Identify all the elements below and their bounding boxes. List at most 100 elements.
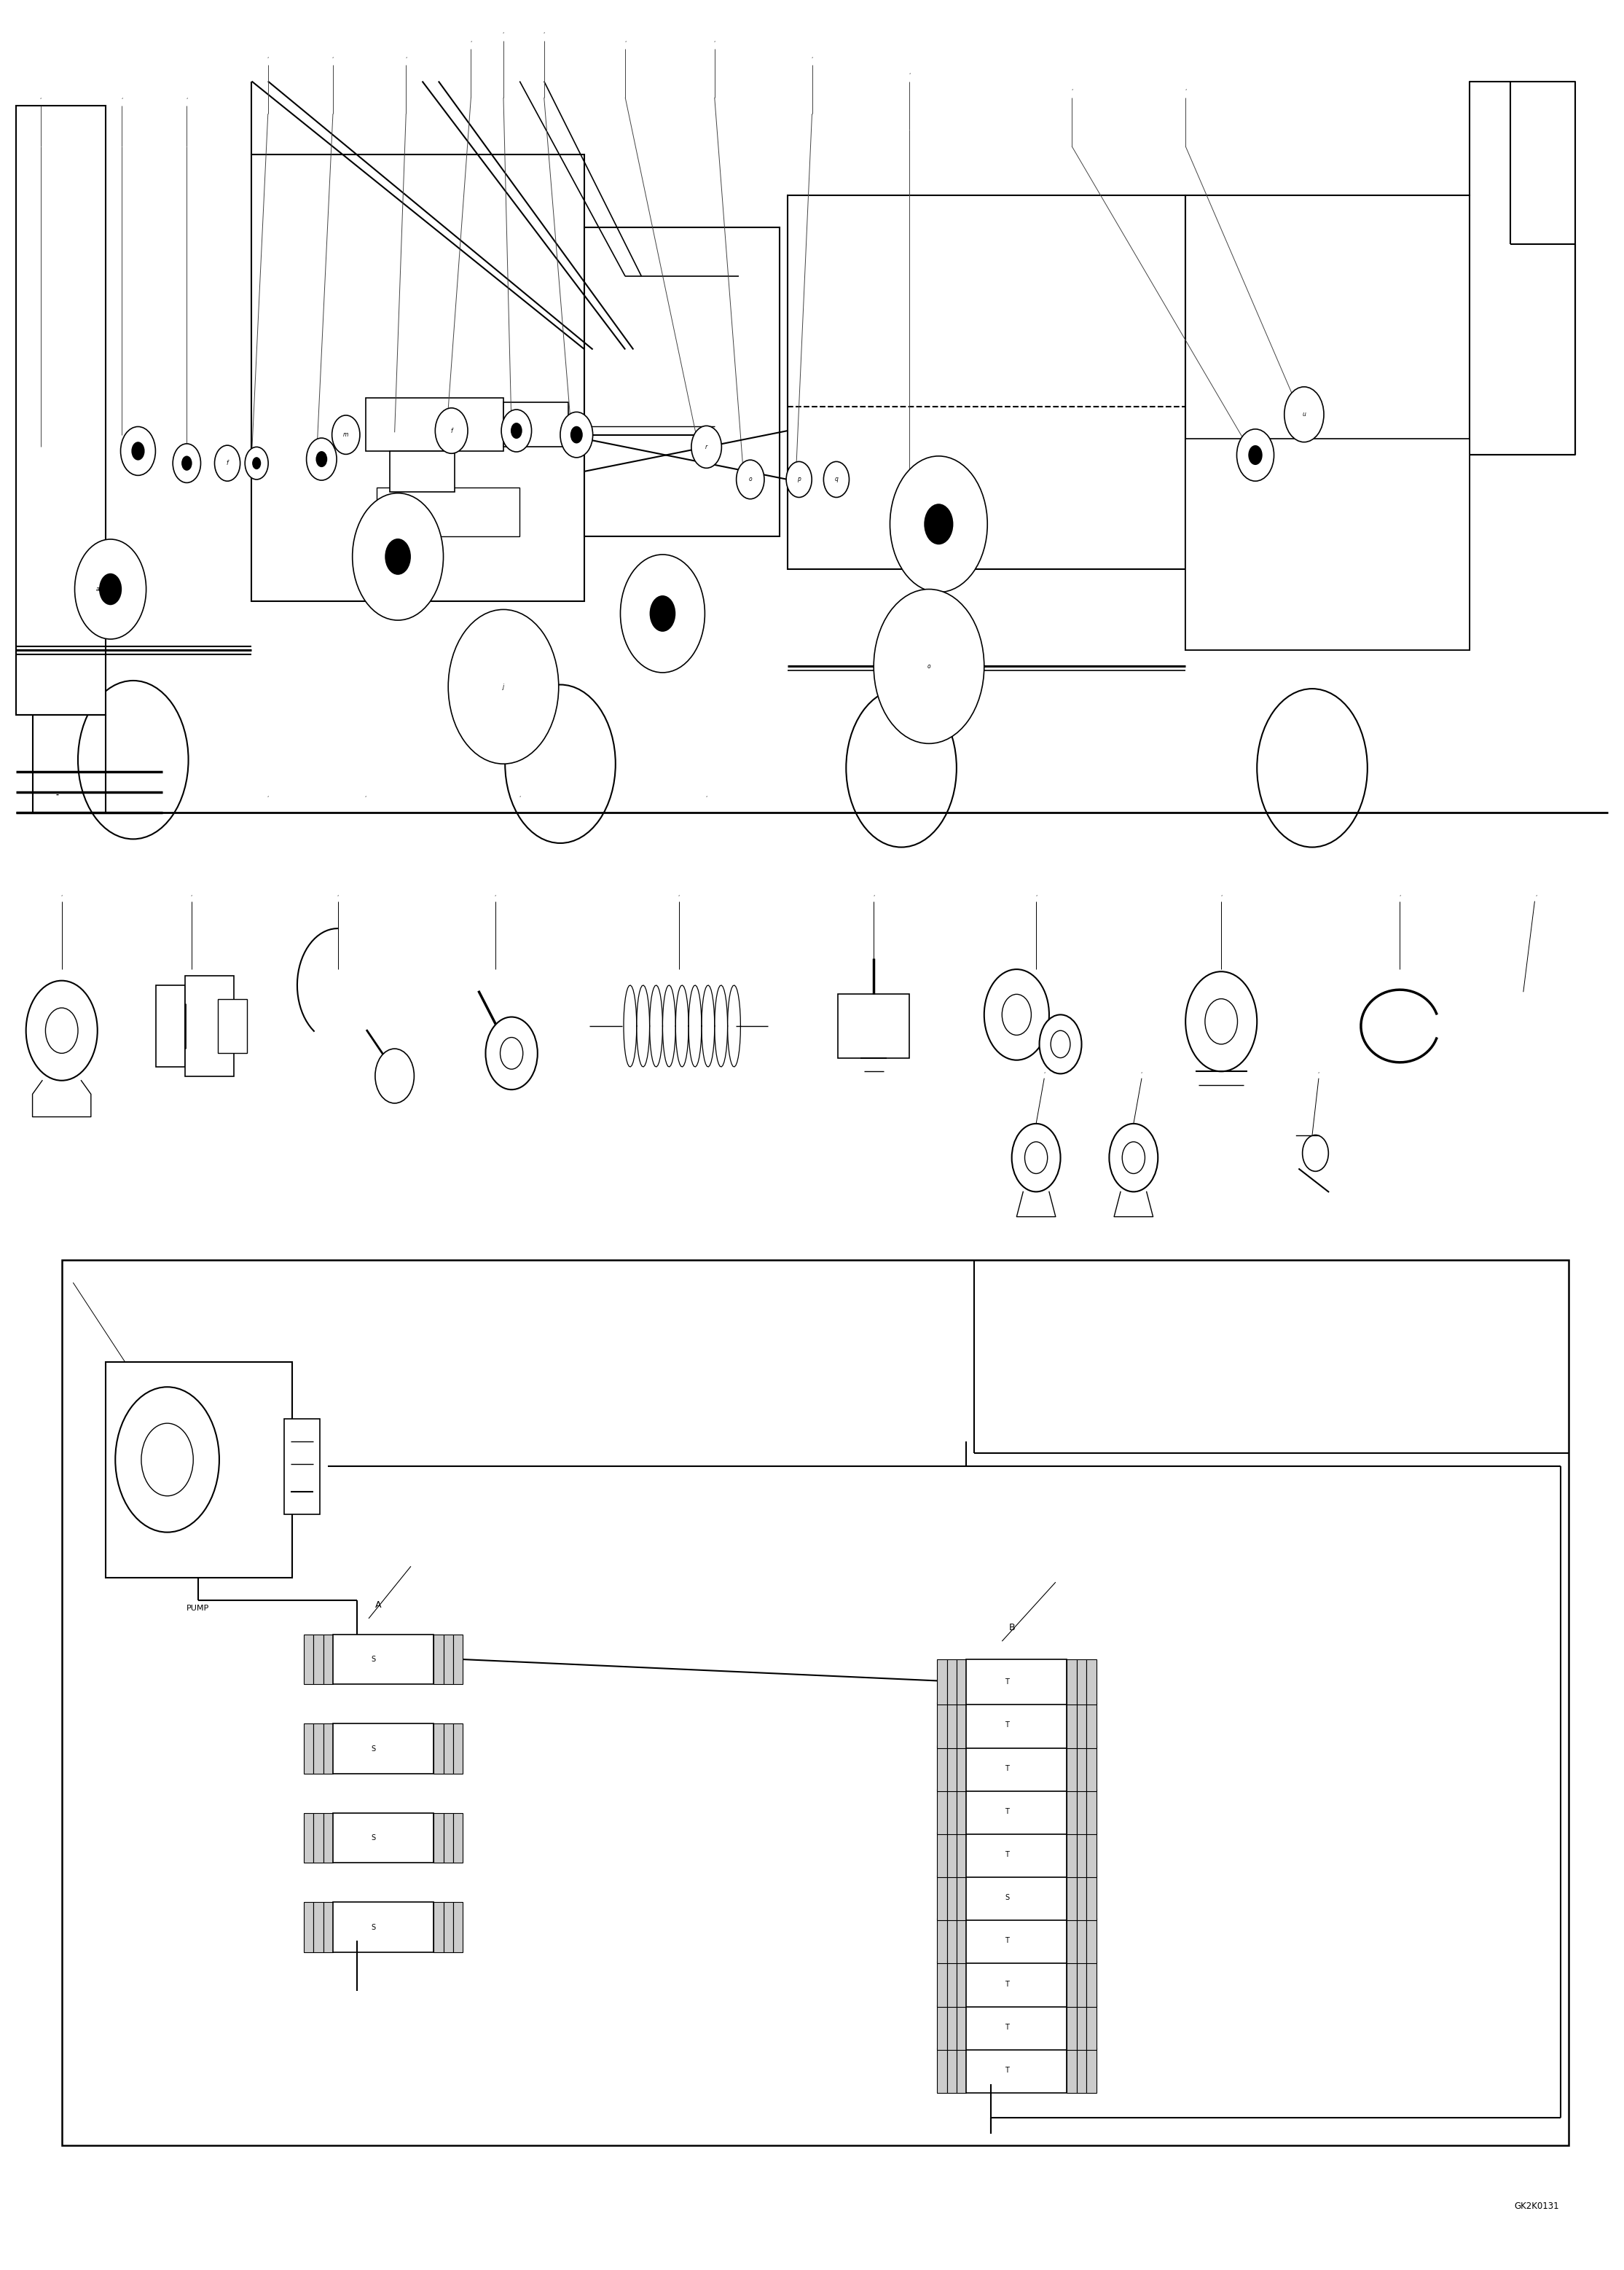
Bar — [838, 994, 909, 1058]
Circle shape — [435, 409, 468, 454]
Text: ,: , — [1034, 892, 1038, 897]
Text: ,: , — [872, 892, 875, 897]
Circle shape — [1237, 429, 1273, 481]
Bar — [937, 1789, 947, 1834]
Circle shape — [786, 461, 812, 497]
Bar — [16, 107, 106, 715]
Bar — [333, 1902, 434, 1952]
Text: S: S — [372, 1834, 375, 1841]
Circle shape — [1285, 386, 1324, 443]
Bar — [1077, 2048, 1086, 2093]
Text: ,: , — [713, 39, 716, 41]
Text: c: c — [185, 461, 188, 468]
Bar — [434, 1634, 443, 1684]
Text: T: T — [1005, 1678, 1009, 1687]
Text: T: T — [1005, 1979, 1009, 1989]
Text: ,: , — [1398, 892, 1402, 897]
Text: m: m — [343, 431, 349, 438]
Bar — [1077, 1789, 1086, 1834]
Bar — [1086, 1918, 1096, 1964]
Circle shape — [560, 413, 593, 459]
Bar — [957, 2004, 966, 2050]
Bar — [333, 1814, 434, 1864]
Bar — [585, 227, 780, 536]
Text: o: o — [749, 477, 752, 484]
Bar — [937, 1746, 947, 1791]
Bar — [185, 976, 234, 1076]
Circle shape — [385, 538, 411, 574]
Bar — [1086, 1875, 1096, 1920]
Text: f: f — [450, 427, 453, 434]
Circle shape — [1025, 1142, 1047, 1174]
Ellipse shape — [505, 686, 615, 842]
Bar — [365, 397, 503, 452]
Circle shape — [510, 422, 523, 438]
Text: ,: , — [1043, 1069, 1046, 1074]
Text: S: S — [1005, 1893, 1009, 1902]
Bar — [947, 1702, 957, 1748]
Text: r: r — [705, 443, 708, 449]
Circle shape — [620, 554, 705, 672]
Text: B: B — [1009, 1623, 1015, 1632]
Text: ,: , — [266, 792, 270, 797]
Bar — [1067, 1789, 1077, 1834]
Bar — [1067, 1918, 1077, 1964]
Bar — [453, 1814, 463, 1864]
Bar — [937, 1832, 947, 1877]
Bar — [947, 2048, 957, 2093]
Bar — [957, 1961, 966, 2007]
Bar — [313, 1723, 323, 1773]
Text: s: s — [937, 520, 940, 527]
Bar — [434, 1723, 443, 1773]
Bar — [443, 1723, 453, 1773]
Text: o: o — [927, 663, 931, 670]
Bar — [966, 1789, 1067, 1834]
Bar — [503, 402, 568, 447]
Text: ,: , — [1317, 1069, 1320, 1074]
Circle shape — [245, 447, 268, 479]
Text: g: g — [255, 461, 258, 468]
Bar — [1077, 1659, 1086, 1705]
Bar — [313, 1902, 323, 1952]
Bar — [1086, 1659, 1096, 1705]
Text: q: q — [835, 477, 838, 484]
Bar — [1086, 1961, 1096, 2007]
Bar — [1077, 1832, 1086, 1877]
Text: A: A — [375, 1600, 382, 1609]
Circle shape — [448, 611, 559, 765]
Text: ,: , — [705, 792, 708, 797]
Bar — [947, 1746, 957, 1791]
Text: ,: , — [331, 54, 335, 59]
Bar — [390, 452, 455, 493]
Bar — [1067, 1659, 1077, 1705]
Circle shape — [1186, 972, 1257, 1071]
Bar — [1086, 1702, 1096, 1748]
Bar — [937, 1875, 947, 1920]
Bar — [377, 488, 520, 536]
Circle shape — [45, 1008, 78, 1053]
Circle shape — [500, 1037, 523, 1069]
Text: T: T — [1005, 2066, 1009, 2075]
Text: T: T — [1005, 1721, 1009, 1730]
Text: ,: , — [1140, 1069, 1143, 1074]
Circle shape — [99, 574, 122, 606]
Bar — [1186, 195, 1470, 649]
Bar — [304, 1634, 313, 1684]
Bar — [453, 1902, 463, 1952]
Text: GK2K0131: GK2K0131 — [1514, 2202, 1559, 2211]
Bar — [284, 1419, 320, 1514]
Bar — [1086, 2004, 1096, 2050]
Text: ,: , — [120, 95, 123, 100]
Text: ,: , — [364, 792, 367, 797]
Text: ,: , — [185, 95, 188, 100]
Bar — [937, 2004, 947, 2050]
Circle shape — [172, 443, 201, 484]
Bar — [947, 1918, 957, 1964]
Bar — [957, 1659, 966, 1705]
Bar — [966, 2004, 1067, 2050]
Bar — [937, 1702, 947, 1748]
Circle shape — [132, 443, 145, 461]
Text: ,: , — [266, 54, 270, 59]
Bar — [937, 1659, 947, 1705]
Bar — [333, 1723, 434, 1773]
